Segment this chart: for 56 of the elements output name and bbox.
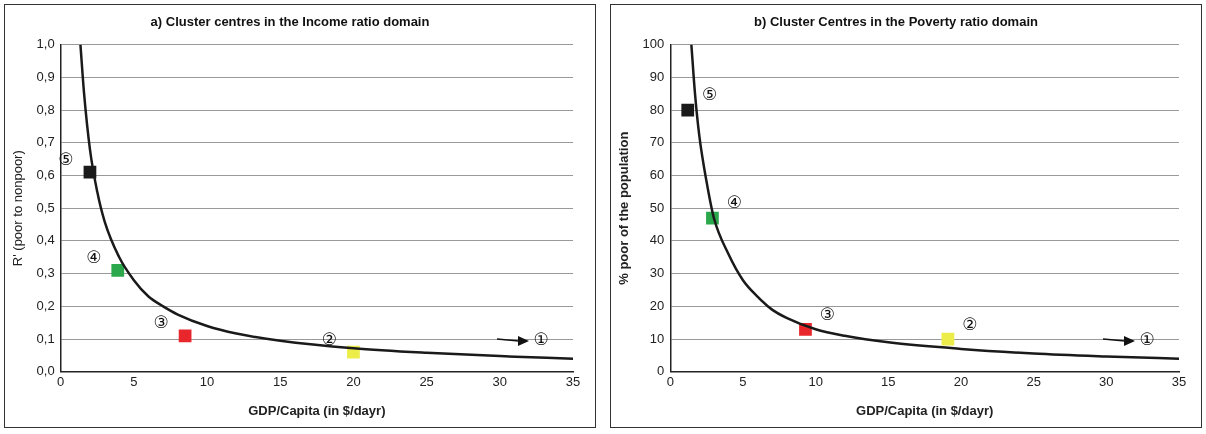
y-tick-label: 20 — [649, 297, 665, 313]
point — [178, 329, 192, 343]
x-tick-label: 35 — [565, 374, 581, 390]
annotation: ② — [321, 328, 338, 349]
x-tick-label: 15 — [881, 374, 896, 390]
x-tick-label: 25 — [419, 374, 434, 390]
point — [111, 264, 125, 277]
chart-title: a) Cluster centres in the Income ratio domain — [150, 14, 430, 30]
x-tick-label: 5 — [130, 374, 138, 390]
x-tick-label: 5 — [739, 374, 747, 390]
x-tick-label: 15 — [273, 374, 288, 390]
y-axis-title: R' (poor to nonpoor) — [10, 150, 26, 267]
y-tick-label: 70 — [649, 134, 665, 150]
y-tick-label: 10 — [649, 330, 665, 346]
x-tick-label: 10 — [808, 374, 823, 390]
y-tick-label: 1,0 — [36, 36, 55, 52]
y-tick-label: 60 — [649, 167, 665, 183]
annotation: ③ — [819, 303, 836, 324]
y-tick-label: 0,3 — [36, 265, 55, 281]
y-tick-label: 0,8 — [36, 101, 55, 117]
y-tick-label: 90 — [649, 68, 665, 84]
annotation: ① — [533, 329, 549, 350]
x-tick-label: 20 — [953, 374, 969, 390]
y-tick-label: 0,6 — [36, 167, 55, 183]
x-tick-label: 10 — [199, 374, 215, 390]
y-tick-label: 50 — [649, 199, 665, 215]
y-tick-label: 0,4 — [36, 232, 55, 248]
x-axis-title: GDP/Capita (in $/dayr) — [856, 402, 994, 418]
y-tick-label: 30 — [649, 265, 665, 281]
x-tick-label: 25 — [1026, 374, 1041, 390]
x-tick-label: 30 — [492, 374, 508, 390]
annotation: ① — [1139, 329, 1155, 350]
x-tick-label: 30 — [1099, 374, 1114, 390]
line-series — [79, 44, 573, 360]
y-axis-title: % poor of the population — [616, 131, 632, 285]
y-tick-label: 0,7 — [36, 134, 55, 150]
annotation: ④ — [726, 192, 743, 213]
x-tick-label: 20 — [346, 374, 361, 390]
annotation: ③ — [153, 312, 169, 333]
x-axis-title: GDP/Capita (in $/dayr) — [248, 402, 386, 418]
y-tick-label: 40 — [649, 232, 665, 248]
y-tick-label: 100 — [642, 36, 665, 52]
x-tick-label: 35 — [1171, 374, 1187, 390]
y-tick-label: 0,9 — [36, 68, 55, 84]
x-tick-label: 0 — [57, 374, 65, 390]
chart-title: b) Cluster Centres in the Poverty ratio domain — [754, 14, 1038, 30]
y-tick-label: 0,1 — [36, 330, 55, 346]
annotation: ② — [962, 313, 978, 334]
y-tick-label: 80 — [649, 101, 665, 117]
annotation: ⑤ — [702, 84, 718, 105]
y-tick-label: 0,5 — [36, 199, 55, 215]
y-tick-label: 0 — [657, 363, 665, 379]
annotation: ④ — [86, 246, 102, 267]
y-tick-label: 0,0 — [36, 363, 55, 379]
y-tick-label: 0,2 — [36, 297, 55, 313]
point — [681, 103, 695, 117]
